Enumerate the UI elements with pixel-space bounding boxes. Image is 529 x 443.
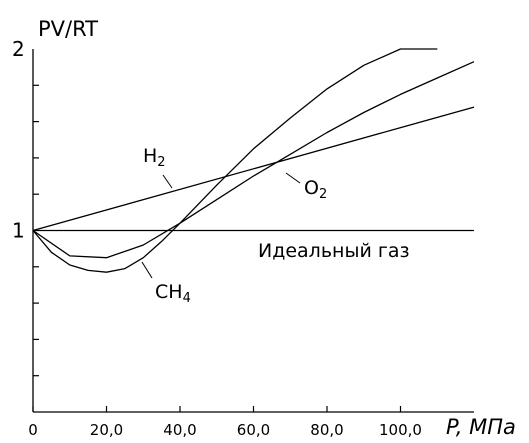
- series-label-subscript: 2: [319, 187, 327, 202]
- series-label-leader: [162, 174, 173, 189]
- y-tick-label: 1: [12, 219, 25, 243]
- y-axis-label: PV/RT: [38, 17, 98, 41]
- x-axis-label: P, МПа: [446, 415, 516, 439]
- x-tick-label: 60,0: [237, 421, 270, 439]
- series-label: Идеальный газ: [258, 240, 410, 262]
- ticks: 0 20,0 40,0 60,0 80,0 100,0 1 2: [12, 37, 422, 439]
- x-tick-label: 20,0: [90, 421, 123, 439]
- series-line: [32, 48, 438, 273]
- series-label-subscript: 2: [157, 155, 165, 170]
- x-tick-label: 80,0: [310, 421, 343, 439]
- x-tick-label: 0: [28, 421, 38, 439]
- series-group: [32, 48, 475, 273]
- series-label-subscript: 4: [183, 291, 191, 306]
- y-tick-label: 2: [12, 37, 25, 61]
- x-tick-label: 40,0: [163, 421, 196, 439]
- x-tick-label: 100,0: [379, 421, 422, 439]
- series-label-leader: [285, 172, 301, 184]
- series-label-leader: [141, 261, 153, 279]
- series-line: [32, 106, 475, 232]
- series-line: [32, 61, 475, 259]
